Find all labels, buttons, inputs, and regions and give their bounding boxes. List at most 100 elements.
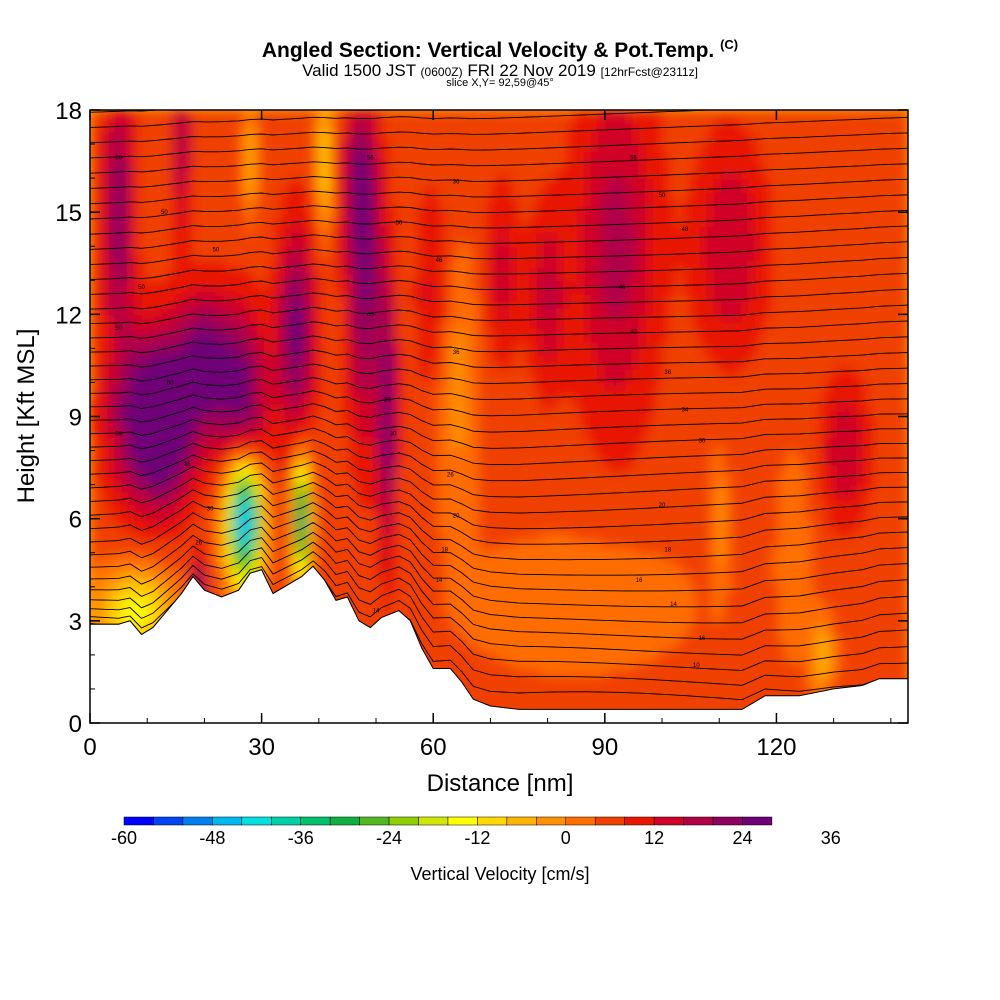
field-cell [192, 532, 201, 541]
field-cell [90, 382, 98, 391]
field-cell [212, 123, 221, 132]
field-cell [171, 525, 180, 534]
field-cell [212, 532, 221, 541]
field-cell [437, 443, 446, 452]
field-cell [178, 511, 187, 520]
field-cell [158, 314, 166, 323]
field-cell [233, 368, 241, 377]
field-cell [199, 484, 207, 493]
field-cell [164, 116, 173, 125]
field-cell [280, 539, 289, 547]
field-cell [144, 389, 153, 398]
field-cell [226, 218, 235, 227]
field-cell [376, 484, 385, 493]
field-cell [151, 443, 160, 452]
field-cell [192, 525, 201, 534]
field-cell [226, 144, 235, 152]
field-cell [328, 430, 337, 438]
field-cell [260, 205, 269, 214]
field-cell [417, 627, 426, 636]
field-cell [328, 150, 337, 159]
field-cell [369, 450, 378, 459]
field-cell [267, 130, 276, 139]
field-cell [124, 566, 132, 575]
field-cell [362, 525, 371, 534]
field-cell [253, 505, 262, 513]
field-cell [424, 525, 432, 534]
field-cell [458, 205, 466, 214]
field-cell [424, 212, 432, 220]
field-cell [437, 287, 446, 295]
field-cell [164, 396, 173, 404]
field-cell [437, 307, 446, 316]
field-cell [178, 212, 187, 220]
field-cell [362, 600, 371, 609]
field-cell [424, 396, 432, 404]
field-cell [444, 430, 453, 438]
field-cell [158, 123, 166, 132]
field-cell [171, 518, 180, 527]
field-cell [458, 123, 466, 132]
field-cell [164, 144, 173, 152]
field-cell [349, 116, 357, 125]
field-cell [117, 205, 126, 214]
field-cell [90, 355, 98, 364]
field-cell [212, 259, 221, 268]
field-cell [117, 321, 126, 329]
field-cell [424, 600, 432, 609]
field-cell [164, 253, 173, 261]
field-cell [308, 218, 316, 227]
field-cell [185, 246, 194, 255]
field-cell [158, 212, 166, 220]
field-cell [362, 498, 371, 507]
field-cell [164, 334, 173, 343]
field-cell [355, 362, 364, 370]
field-cell [239, 137, 248, 146]
field-cell [164, 511, 173, 520]
field-cell [349, 600, 357, 609]
field-cell [362, 470, 371, 479]
field-cell [226, 362, 235, 370]
field-cell [199, 573, 207, 581]
field-cell [430, 348, 439, 357]
field-cell [158, 600, 166, 609]
field-cell [437, 620, 446, 629]
field-cell [171, 470, 180, 479]
field-cell [430, 532, 439, 541]
field-cell [451, 620, 460, 629]
field-cell [417, 184, 426, 193]
field-cell [424, 498, 432, 507]
field-cell [178, 293, 187, 302]
field-cell [171, 287, 180, 295]
field-cell [260, 470, 269, 479]
field-cell [267, 300, 276, 309]
field-cell [212, 368, 221, 377]
field-cell [430, 307, 439, 316]
field-cell [124, 232, 132, 241]
field-cell [178, 396, 187, 404]
field-cell [430, 273, 439, 282]
field-cell [430, 334, 439, 343]
field-cell [199, 164, 207, 173]
field-cell [383, 498, 391, 507]
field-cell [199, 218, 207, 227]
field-cell [205, 436, 214, 445]
field-cell [144, 552, 153, 561]
field-cell [396, 212, 405, 220]
field-cell [430, 293, 439, 302]
field-cell [444, 382, 453, 391]
field-cell [226, 150, 235, 159]
field-cell [110, 552, 119, 561]
field-cell [314, 539, 323, 547]
field-cell [308, 321, 316, 329]
field-cell [171, 586, 180, 595]
field-cell [342, 368, 351, 377]
field-cell [137, 566, 146, 575]
field-cell [110, 184, 119, 193]
field-cell [205, 559, 214, 568]
field-cell [349, 389, 357, 398]
field-cell [151, 525, 160, 534]
field-cell [117, 607, 126, 616]
field-cell [376, 348, 385, 357]
field-cell [226, 198, 235, 207]
